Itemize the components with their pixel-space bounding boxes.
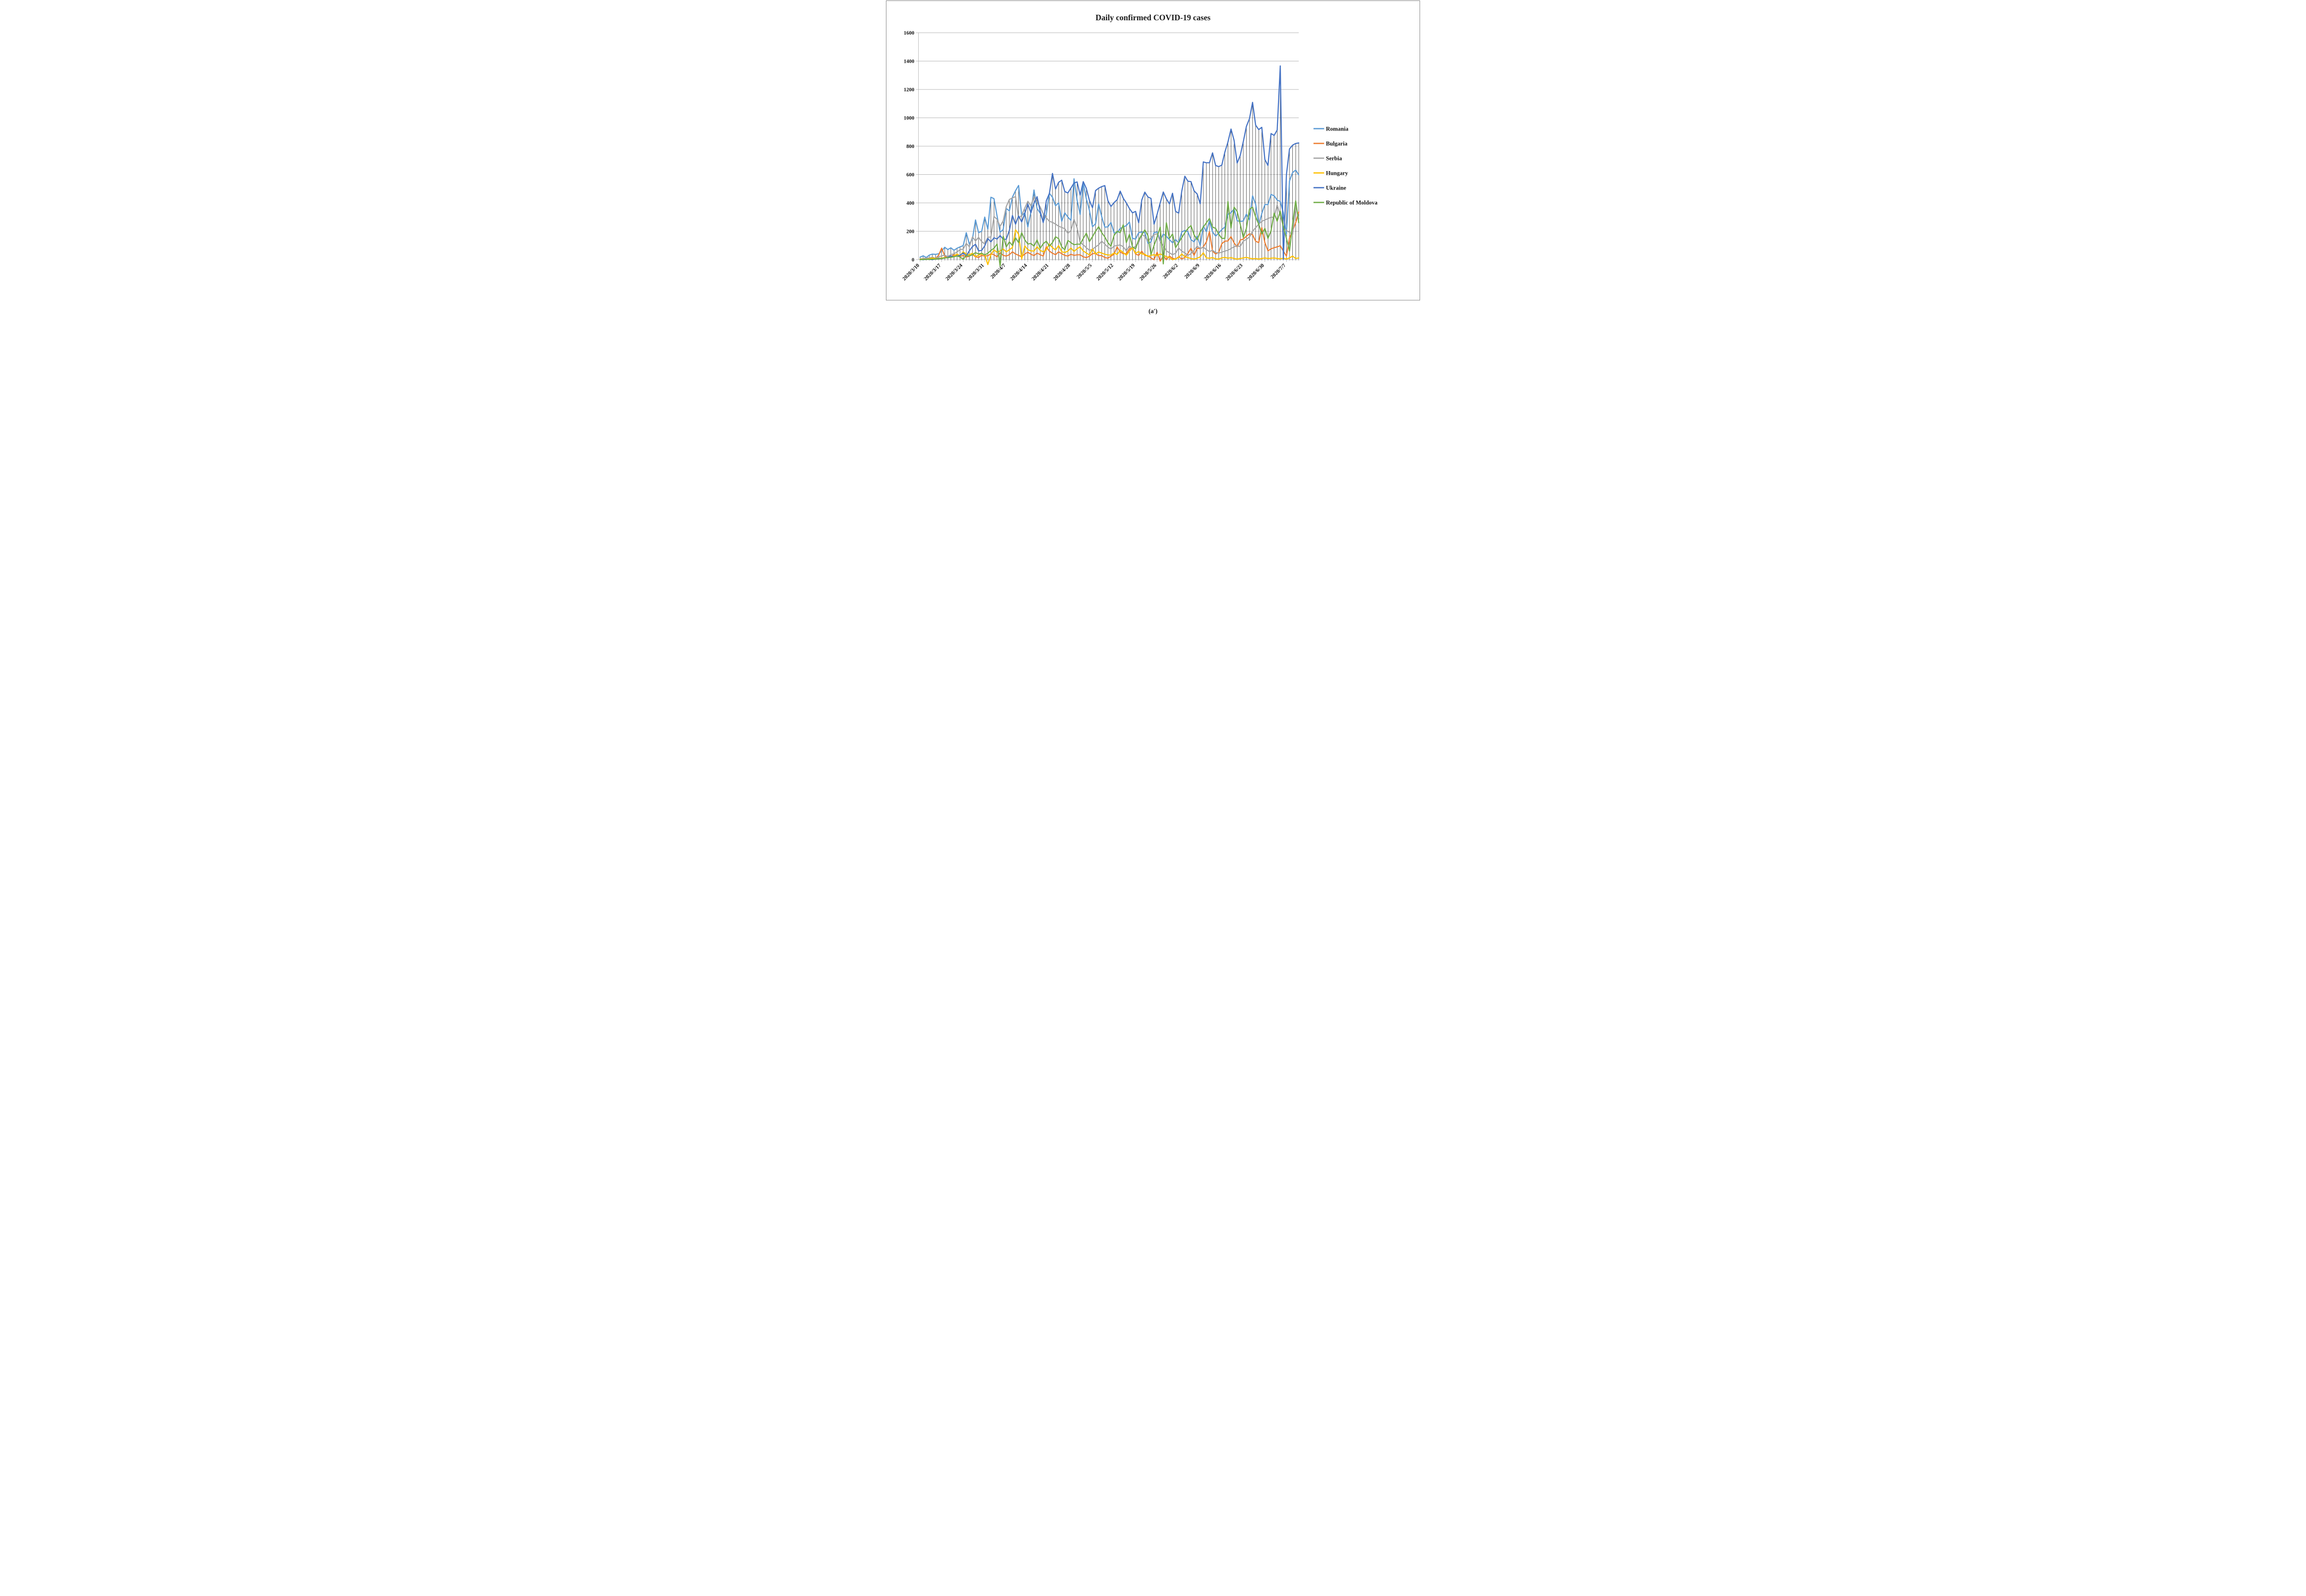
axis-ticks <box>916 32 1299 262</box>
chart-canvas: Daily confirmed COVID-19 cases 0 200 400 60… <box>886 0 1420 314</box>
x-axis-label: 2020/4/7 <box>990 262 1007 280</box>
y-axis-label: 1200 <box>904 87 915 93</box>
y-axis-label: 0 <box>912 257 915 263</box>
legend-label: Hungary <box>1326 170 1349 177</box>
x-axis-label: 2020/5/5 <box>1076 262 1094 280</box>
series-lines <box>919 65 1300 267</box>
legend-label: Serbia <box>1326 155 1342 162</box>
x-axis-label: 2020/7/7 <box>1270 262 1287 280</box>
y-axis-label: 600 <box>906 172 915 178</box>
x-axis-label: 2020/6/2 <box>1162 262 1179 280</box>
legend-item-hungary: Hungary <box>1313 170 1349 177</box>
series-line-bulgaria <box>919 211 1300 262</box>
chart-title: Daily confirmed COVID-19 cases <box>1095 13 1211 22</box>
x-axis-labels: 2020/3/10 2020/3/17 2020/3/24 2020/3/31 2020… <box>902 262 1287 282</box>
legend-item-ukraine: Ukraine <box>1313 185 1346 191</box>
y-axis-labels: 0 200 400 600 800 1000 1200 1400 1600 <box>904 30 915 263</box>
y-axis-label: 800 <box>906 144 915 149</box>
legend-item-serbia: Serbia <box>1313 155 1342 162</box>
legend-label: Republic of Moldova <box>1326 200 1378 206</box>
x-axis-label: 2020/6/30 <box>1246 262 1266 282</box>
legend-item-republic-of-moldova: Republic of Moldova <box>1313 200 1378 206</box>
series-line-serbia <box>919 196 1300 260</box>
x-axis-label: 2020/3/24 <box>945 262 964 282</box>
y-axis-label: 1400 <box>904 59 915 65</box>
x-axis-label: 2020/4/28 <box>1052 262 1072 282</box>
figure-frame <box>886 0 1420 301</box>
x-axis-label: 2020/6/23 <box>1225 262 1244 282</box>
x-axis-label: 2020/5/12 <box>1095 262 1115 282</box>
legend-label: Bulgaria <box>1326 141 1348 147</box>
x-axis-label: 2020/5/26 <box>1139 262 1158 282</box>
x-axis-label: 2020/3/10 <box>902 262 921 282</box>
legend-label: Romania <box>1326 126 1349 132</box>
legend-item-bulgaria: Bulgaria <box>1313 141 1348 147</box>
y-axis-label: 200 <box>906 229 915 235</box>
x-axis-label: 2020/3/17 <box>923 262 942 282</box>
x-axis-label: 2020/4/21 <box>1031 262 1050 282</box>
legend: Romania Bulgaria Serbia Hungary Ukraine Repub… <box>1313 126 1378 206</box>
y-axis-label: 1000 <box>904 116 915 121</box>
legend-label: Ukraine <box>1326 185 1346 191</box>
caption: (a′) <box>1148 308 1158 314</box>
x-axis-label: 2020/4/14 <box>1009 262 1028 282</box>
legend-item-romania: Romania <box>1313 126 1349 132</box>
figure: Daily confirmed COVID-19 cases 0 200 400 60… <box>886 0 1420 319</box>
series-line-ukraine <box>919 65 1300 261</box>
x-axis-label: 2020/5/19 <box>1117 262 1136 282</box>
series-line-republic-of-moldova <box>919 200 1300 267</box>
y-axis-label: 400 <box>906 201 915 206</box>
series-line-romania <box>919 169 1300 258</box>
x-axis-label: 2020/6/9 <box>1183 262 1201 280</box>
y-axis-label: 1600 <box>904 30 915 36</box>
x-axis-label: 2020/6/16 <box>1203 262 1223 282</box>
x-axis-label: 2020/3/31 <box>966 262 986 282</box>
